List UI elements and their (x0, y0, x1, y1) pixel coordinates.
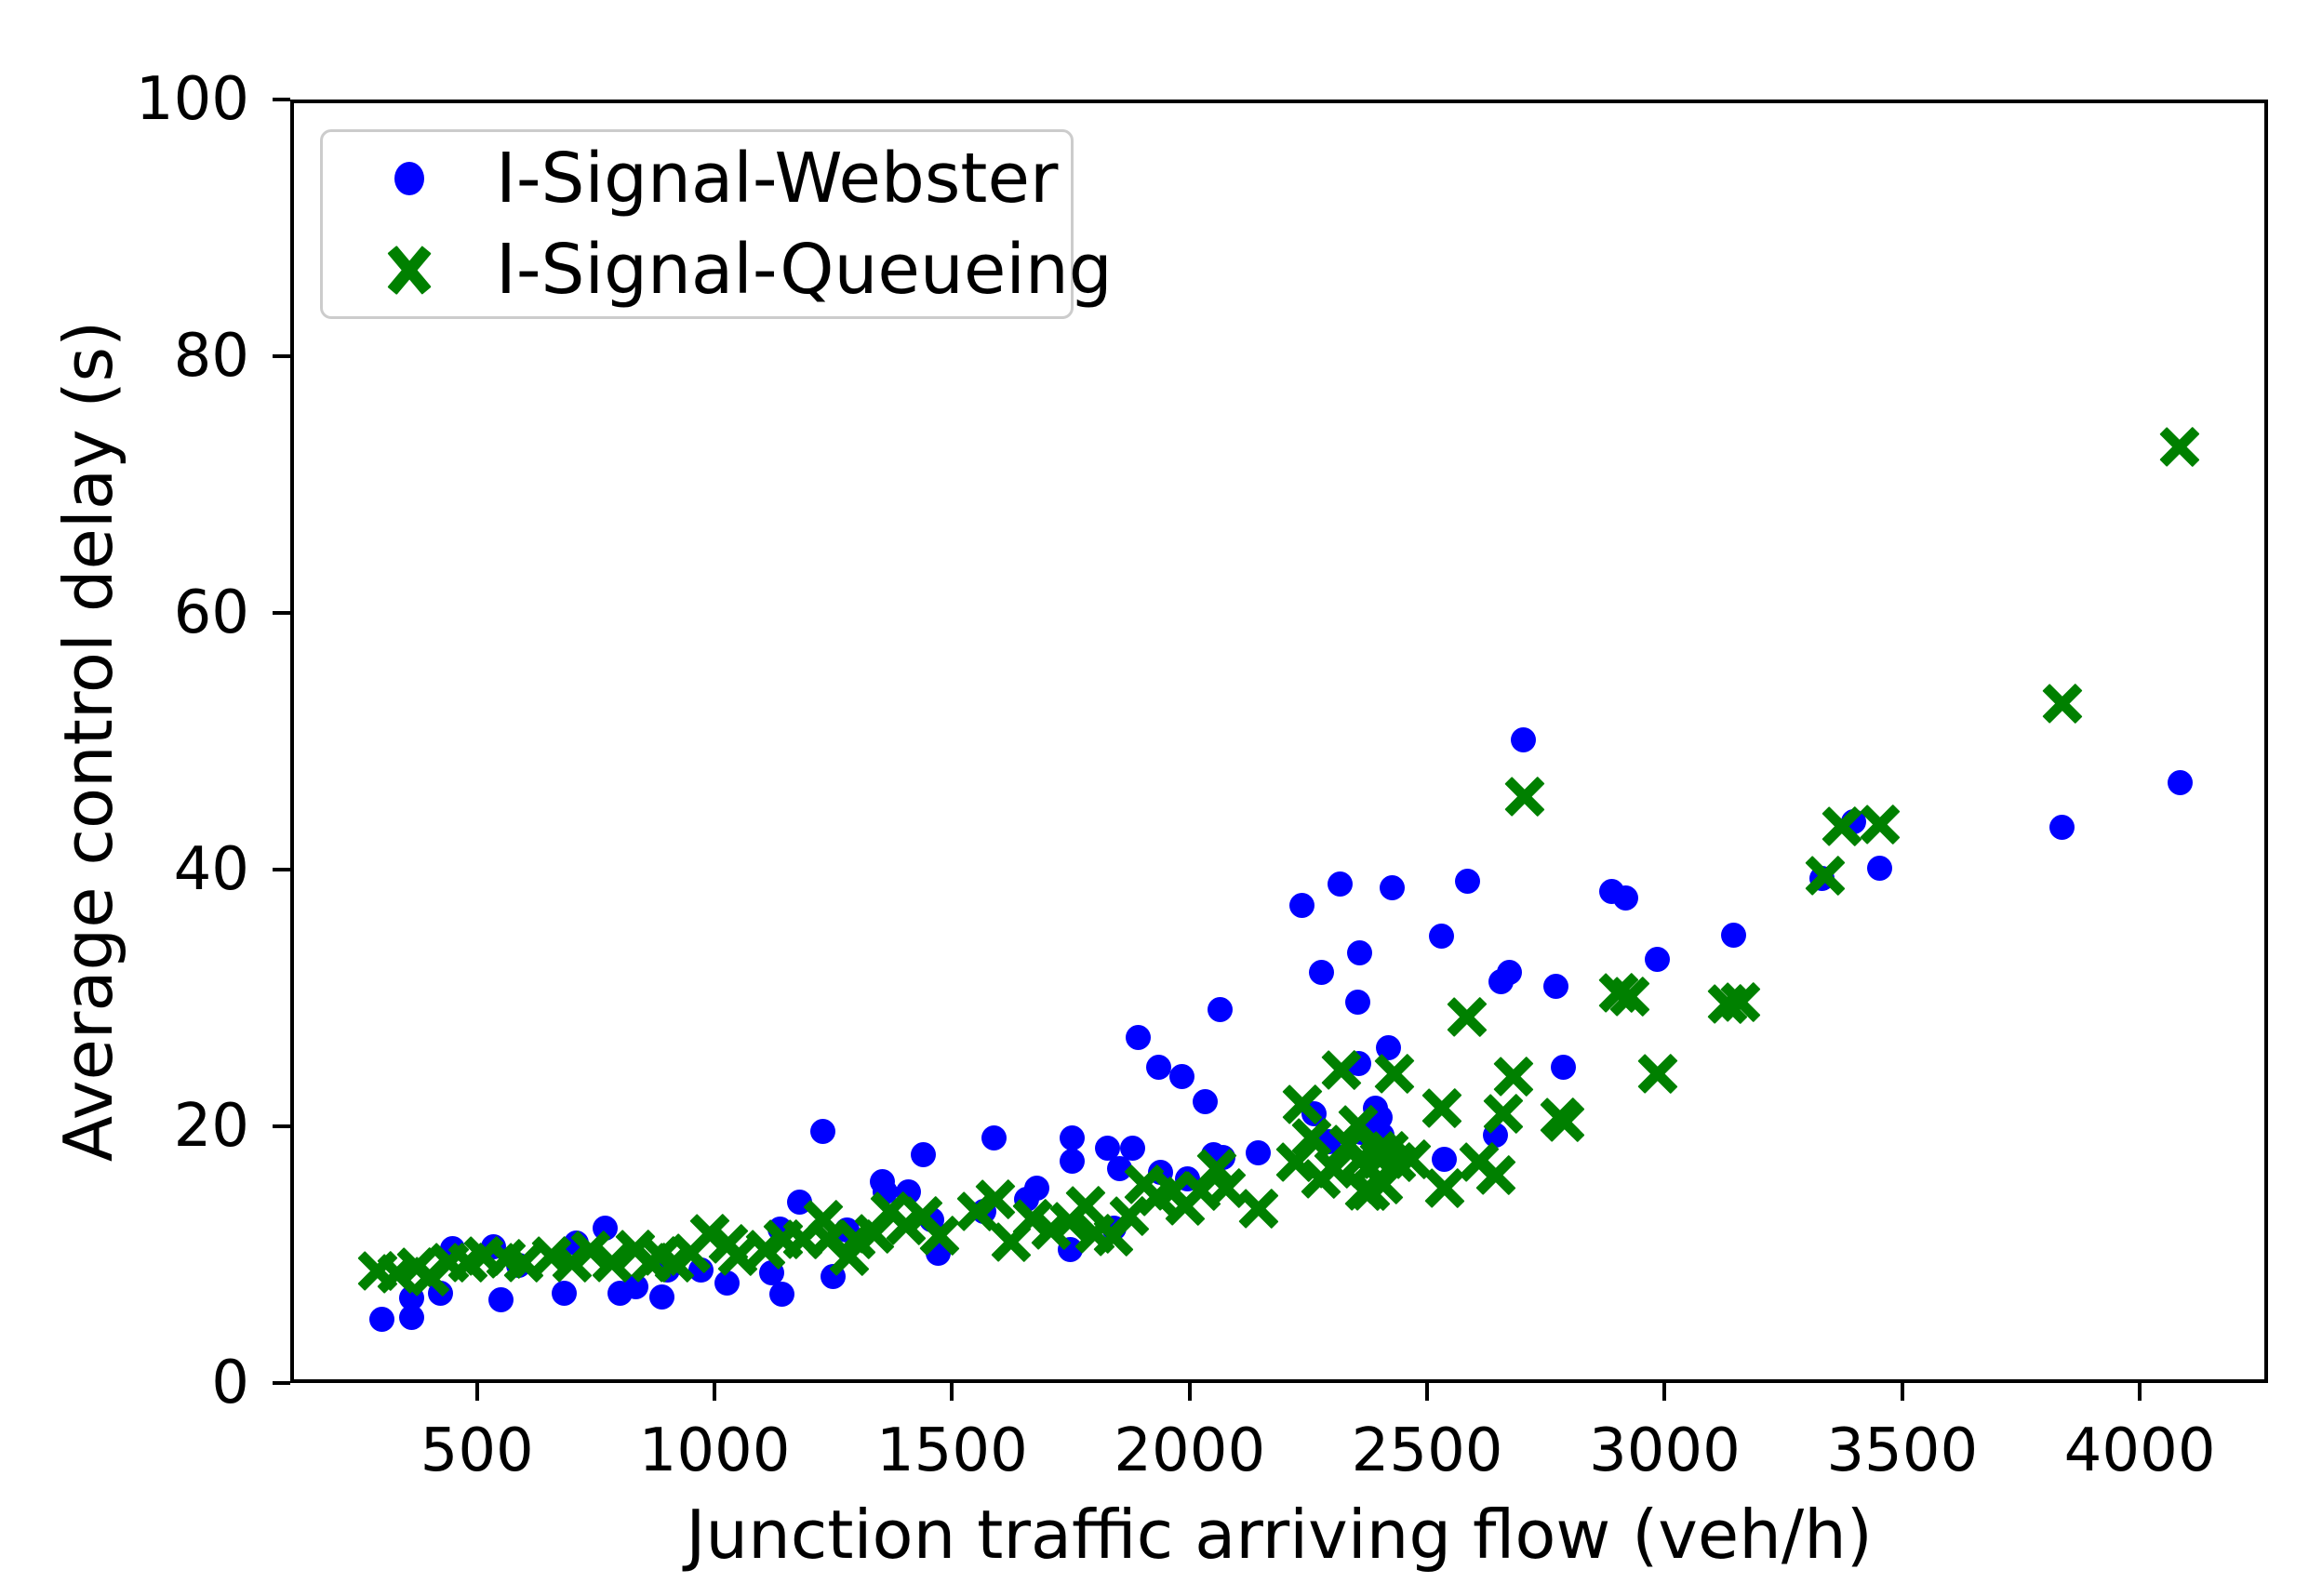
data-point-i-signal-webster (2048, 814, 2075, 840)
circle-marker-icon (394, 162, 424, 195)
data-point-i-signal-webster (369, 1306, 395, 1332)
data-point-i-signal-queueing (1421, 1087, 1463, 1130)
data-point-i-signal-webster (552, 1280, 578, 1306)
data-point-i-signal-webster (487, 1286, 514, 1312)
data-point-i-signal-webster (1612, 884, 1638, 911)
y-tick-label: 0 (211, 1349, 249, 1417)
data-point-i-signal-webster (1429, 924, 1455, 950)
data-point-i-signal-webster (1168, 1063, 1194, 1089)
data-point-i-signal-queueing (1719, 980, 1762, 1023)
scatter-marker-layer (294, 103, 2264, 1379)
data-point-i-signal-queueing (1492, 1055, 1535, 1097)
y-axis-label: Average control delay (s) (49, 320, 127, 1163)
x-tick (713, 1383, 717, 1401)
data-point-i-signal-queueing (1804, 855, 1847, 898)
data-point-i-signal-queueing (2041, 683, 2084, 725)
data-point-i-signal-webster (1346, 940, 1372, 966)
data-point-i-signal-webster (1289, 893, 1315, 919)
data-point-i-signal-webster (2167, 769, 2193, 795)
data-point-i-signal-webster (1344, 989, 1370, 1015)
data-point-i-signal-webster (1327, 871, 1353, 897)
data-point-i-signal-queueing (1636, 1052, 1679, 1095)
data-point-i-signal-webster (911, 1141, 937, 1167)
x-tick (1900, 1383, 1904, 1401)
data-point-i-signal-queueing (1482, 1092, 1525, 1135)
data-point-i-signal-webster (1455, 868, 1481, 894)
data-point-i-signal-queueing (974, 1178, 1017, 1221)
data-point-i-signal-webster (768, 1282, 794, 1308)
y-tick-label: 20 (173, 1092, 249, 1161)
data-point-i-signal-queueing (1503, 775, 1546, 818)
x-tick-label: 4000 (2063, 1416, 2216, 1485)
y-tick (273, 868, 290, 871)
y-tick-label: 100 (135, 65, 249, 134)
x-tick-label: 3000 (1588, 1416, 1741, 1485)
data-point-i-signal-webster (1645, 947, 1671, 973)
data-point-i-signal-queueing (1543, 1101, 1586, 1144)
data-point-i-signal-queueing (1821, 805, 1863, 847)
data-point-i-signal-webster (1720, 922, 1746, 948)
data-point-i-signal-webster (981, 1124, 1007, 1150)
legend-label-webster: I-Signal-Webster (496, 139, 1059, 219)
data-point-i-signal-webster (1208, 996, 1234, 1022)
data-point-i-signal-webster (1059, 1124, 1085, 1150)
y-tick-label: 80 (173, 322, 249, 391)
data-point-i-signal-webster (1543, 974, 1569, 1000)
legend-entry-queueing: I-Signal-Queueing (323, 225, 1113, 314)
data-point-i-signal-webster (1125, 1025, 1151, 1051)
data-point-i-signal-queueing (1859, 804, 1902, 846)
data-point-i-signal-queueing (1446, 996, 1488, 1039)
data-point-i-signal-webster (1550, 1055, 1576, 1081)
data-point-i-signal-webster (649, 1284, 675, 1310)
data-point-i-signal-webster (1308, 959, 1334, 985)
data-point-i-signal-webster (1145, 1055, 1171, 1081)
data-point-i-signal-queueing (1320, 1048, 1363, 1091)
x-tick (1425, 1383, 1430, 1401)
x-tick (1187, 1383, 1192, 1401)
legend-entry-webster: I-Signal-Webster (323, 134, 1071, 223)
data-point-i-signal-webster (1245, 1140, 1271, 1166)
x-tick (1662, 1383, 1667, 1401)
y-tick-label: 40 (173, 835, 249, 904)
legend-label-queueing: I-Signal-Queueing (496, 230, 1113, 310)
data-point-i-signal-queueing (1608, 976, 1651, 1018)
x-tick-label: 1000 (638, 1416, 791, 1485)
data-point-i-signal-webster (1192, 1089, 1218, 1115)
x-tick (474, 1383, 479, 1401)
x-tick-label: 2000 (1114, 1416, 1266, 1485)
x-tick (2138, 1383, 2142, 1401)
data-point-i-signal-webster (1059, 1148, 1085, 1174)
x-tick (950, 1383, 954, 1401)
data-point-i-signal-webster (810, 1119, 836, 1145)
data-point-i-signal-webster (1024, 1175, 1050, 1201)
legend: I-Signal-Webster I-Signal-Queueing (320, 129, 1113, 319)
data-point-i-signal-queueing (2158, 426, 2201, 469)
y-tick (273, 354, 290, 358)
data-point-i-signal-queueing (1372, 1052, 1415, 1095)
data-point-i-signal-queueing (1475, 1153, 1517, 1196)
y-tick (273, 1381, 290, 1385)
data-point-i-signal-webster (1379, 874, 1405, 900)
data-point-i-signal-webster (1511, 727, 1537, 753)
y-tick (273, 98, 290, 101)
y-tick (273, 611, 290, 615)
x-tick-label: 2500 (1351, 1416, 1503, 1485)
x-tick-label: 1500 (875, 1416, 1028, 1485)
data-point-i-signal-webster (1119, 1135, 1145, 1161)
x-tick-label: 500 (420, 1416, 534, 1485)
y-tick-label: 60 (173, 579, 249, 647)
data-point-i-signal-queueing (1237, 1187, 1280, 1230)
data-point-i-signal-webster (1866, 856, 1892, 882)
y-tick (273, 1124, 290, 1128)
x-tick-label: 3500 (1826, 1416, 1979, 1485)
x-axis-label: Junction traffic arriving flow (veh/h) (686, 1496, 1873, 1574)
data-point-i-signal-webster (1497, 959, 1523, 985)
x-marker-icon (385, 244, 434, 296)
